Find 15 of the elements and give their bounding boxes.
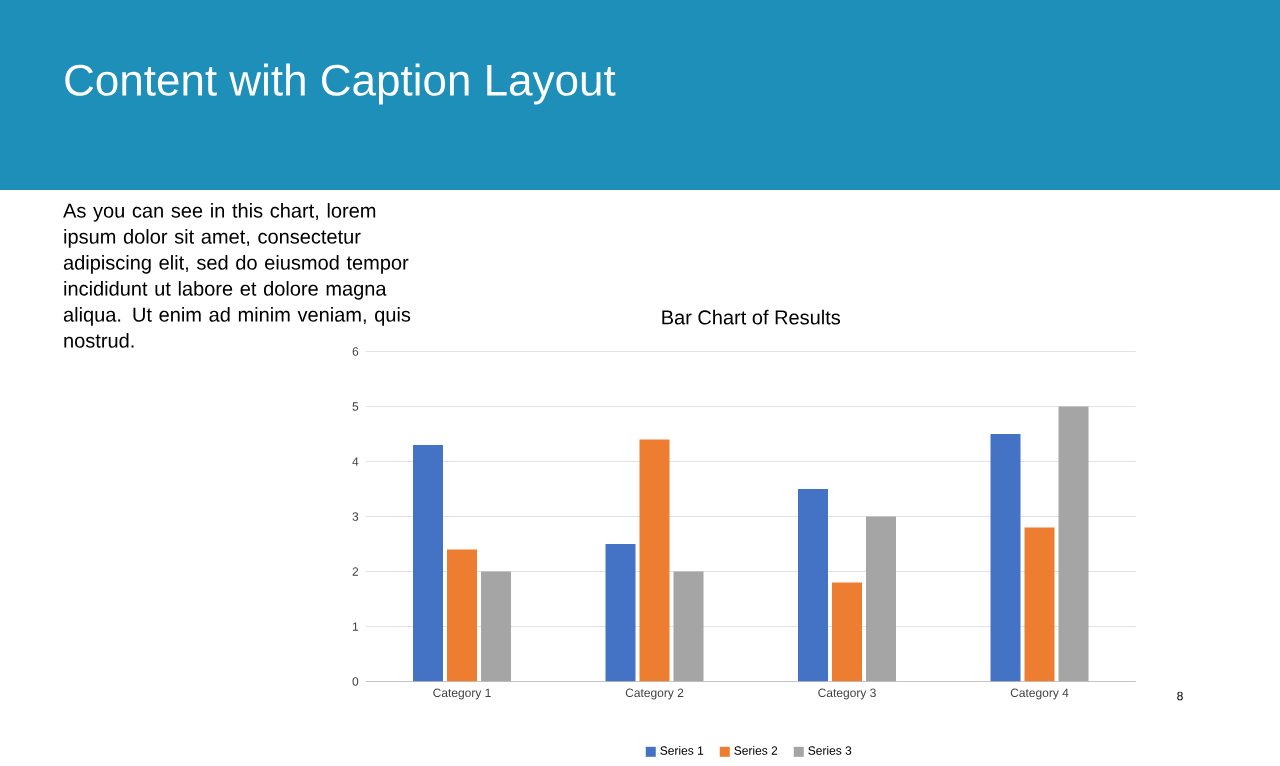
bar	[673, 571, 704, 682]
chart-title: Bar Chart of Results	[662, 310, 841, 325]
text: Content with Caption Layout	[65, 63, 616, 105]
bar	[639, 439, 670, 682]
text: As you can see in this chart, lorem ipsum dolor sit amet, consectetur adipiscing elit, sed do eiusmod tempor incididunt ut labore et dolore magna aliqua. Ut enim ad minim veniam, quis nostrud.	[63, 203, 411, 348]
bar	[481, 571, 512, 682]
bar	[832, 582, 863, 682]
bar	[1058, 406, 1089, 682]
bar	[866, 516, 897, 682]
bar	[605, 544, 636, 682]
bar	[798, 489, 829, 682]
bar	[447, 549, 478, 682]
bar	[990, 434, 1021, 682]
bar	[413, 445, 444, 682]
bar	[1024, 527, 1055, 682]
